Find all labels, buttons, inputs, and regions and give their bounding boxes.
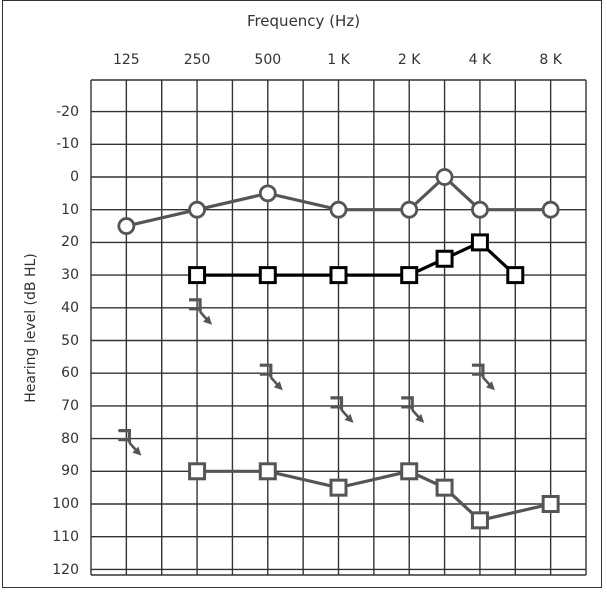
- circle-marker-icon: [400, 200, 419, 219]
- y-tick-label: 90: [61, 463, 79, 480]
- square-marker-icon: [400, 266, 419, 285]
- bracket-arrow-icon: [401, 396, 425, 423]
- x-tick-label: 2 K: [397, 52, 421, 68]
- square-marker-icon: [329, 478, 348, 497]
- circle-marker-icon: [471, 200, 489, 219]
- y-tick-label: 40: [61, 299, 79, 316]
- x-tick-label: 500: [254, 52, 282, 68]
- y-tick-label: 20: [61, 234, 79, 251]
- y-tick-label: 0: [70, 169, 79, 185]
- y-tick-label: 10: [61, 201, 79, 218]
- grid: [90, 79, 587, 576]
- square-series-black: [188, 233, 525, 285]
- square-marker-icon: [258, 266, 277, 285]
- circle-marker-icon: [258, 184, 277, 203]
- square-marker-icon: [188, 266, 207, 285]
- bracket-arrow-icon: [330, 396, 354, 423]
- square-marker-icon: [435, 249, 454, 268]
- x-axis-title: Frequency (Hz): [246, 12, 361, 30]
- square-marker-icon: [329, 266, 348, 285]
- square-series-gray: [188, 462, 560, 530]
- circle-marker-icon: [435, 168, 454, 186]
- y-tick-label: -10: [56, 136, 79, 153]
- bracket-no-response: [118, 298, 495, 456]
- y-tick-label: 50: [61, 332, 79, 349]
- y-tick-label: -20: [56, 103, 79, 120]
- y-tick-label: 120: [52, 562, 79, 578]
- x-tick-label: 125: [112, 52, 140, 68]
- x-tick-label: 8 K: [539, 52, 562, 68]
- y-tick-label: 110: [52, 528, 79, 545]
- square-marker-icon: [188, 462, 207, 481]
- circle-marker-icon: [329, 200, 348, 219]
- y-tick-label: 80: [61, 430, 79, 447]
- square-marker-icon: [470, 233, 489, 252]
- circle-series: [117, 168, 560, 235]
- bracket-arrow-icon: [259, 363, 283, 391]
- y-tick-label: 60: [61, 365, 79, 382]
- square-marker-icon: [506, 266, 525, 285]
- x-tick-label: 250: [183, 52, 211, 68]
- square-marker-icon: [435, 478, 454, 497]
- bracket-arrow-icon: [471, 363, 495, 391]
- square-marker-icon: [258, 462, 277, 481]
- circle-marker-icon: [188, 200, 206, 219]
- square-marker-icon: [400, 462, 419, 481]
- square-marker-icon: [541, 495, 560, 513]
- circle-marker-icon: [541, 200, 560, 219]
- circle-marker-icon: [117, 217, 136, 235]
- x-tick-label: 1 K: [327, 52, 350, 68]
- y-tick-label: 30: [61, 267, 79, 284]
- bracket-arrow-icon: [189, 298, 213, 325]
- x-tick-label: 4 K: [468, 52, 492, 68]
- y-tick-label: 70: [61, 397, 79, 414]
- bracket-arrow-icon: [118, 429, 142, 456]
- square-marker-icon: [470, 511, 489, 530]
- y-tick-label: 100: [52, 496, 79, 512]
